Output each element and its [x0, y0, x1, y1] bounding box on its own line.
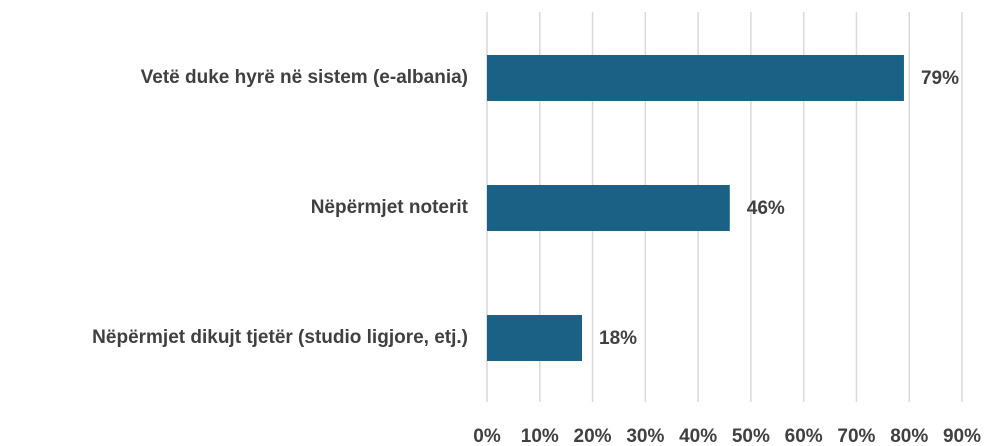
- x-tick-label: 90%: [943, 426, 981, 446]
- data-label: 18%: [599, 328, 637, 349]
- x-tick-label: 60%: [785, 426, 823, 446]
- bar: [487, 185, 730, 231]
- category-label: Nëpërmjet dikujt tjetër (studio ligjore,…: [92, 327, 468, 348]
- x-tick-label: 30%: [626, 426, 664, 446]
- x-tick-label: 50%: [732, 426, 770, 446]
- category-label: Nëpërmjet noterit: [310, 197, 468, 218]
- x-tick-label: 40%: [679, 426, 717, 446]
- bar: [487, 55, 904, 101]
- data-label: 79%: [921, 68, 959, 89]
- x-tick-label: 70%: [837, 426, 875, 446]
- data-label: 46%: [747, 198, 785, 219]
- x-tick-label: 20%: [574, 426, 612, 446]
- category-label: Vetë duke hyrë në sistem (e-albania): [140, 67, 468, 88]
- x-tick-label: 10%: [521, 426, 559, 446]
- x-tick-label: 80%: [890, 426, 928, 446]
- x-tick-label: 0%: [473, 426, 501, 446]
- bar: [487, 315, 582, 361]
